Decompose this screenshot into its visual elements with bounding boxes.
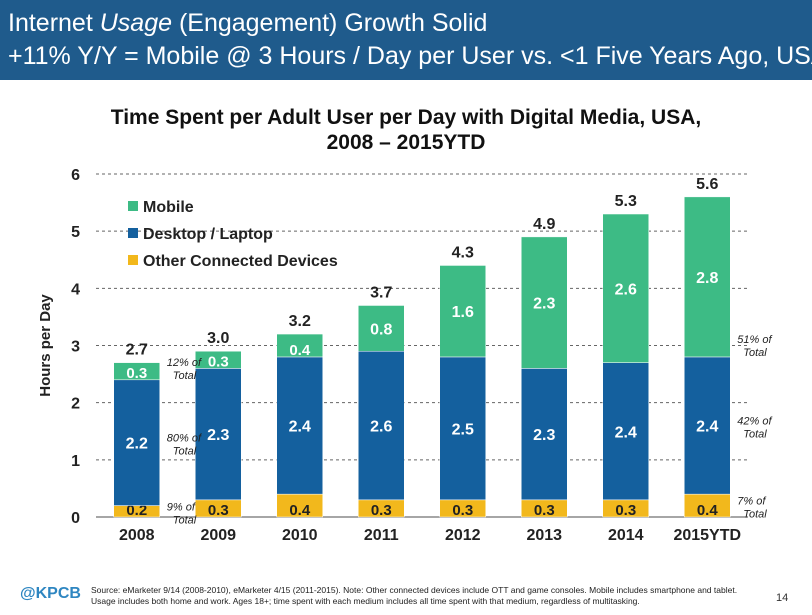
y-tick-label: 0: [71, 510, 80, 527]
share-annotation: Total: [743, 347, 767, 359]
bar-desktop-laptop: [358, 350, 405, 501]
share-annotation: 7% of: [737, 496, 766, 508]
bar-mobile: [439, 265, 486, 358]
bar-value-label: 2.4: [615, 424, 637, 441]
bar-total-label: 3.2: [289, 313, 311, 330]
chart-title-line2: 2008 – 2015YTD: [326, 131, 486, 154]
share-annotation: Total: [173, 514, 197, 526]
bar-value-label: 0.3: [371, 502, 392, 519]
bar-desktop-laptop: [684, 356, 731, 495]
header-text-emphasis: Usage: [99, 9, 172, 37]
share-annotation: Total: [173, 370, 197, 382]
bar-value-label: 2.4: [289, 419, 311, 436]
bar-desktop-laptop: [276, 356, 323, 495]
bar-value-label: 0.4: [697, 502, 719, 519]
bar-value-label: 2.3: [207, 427, 229, 444]
share-annotation: Total: [743, 429, 767, 441]
share-annotation: 9% of: [167, 501, 196, 513]
bar-mobile: [195, 350, 242, 369]
bar-desktop-laptop: [602, 362, 649, 501]
bar-total-label: 4.9: [533, 216, 555, 233]
y-tick-label: 4: [71, 281, 80, 298]
bar-value-label: 0.3: [534, 502, 555, 519]
share-annotation: 42% of: [737, 416, 772, 428]
x-tick-label: 2009: [200, 527, 236, 544]
legend-label: Other Connected Devices: [143, 253, 338, 270]
bar-total-label: 3.0: [207, 330, 229, 347]
bar-total-label: 2.7: [126, 342, 148, 359]
chart-title-line1: Time Spent per Adult User per Day with D…: [110, 106, 702, 129]
bar-desktop-laptop: [439, 356, 486, 501]
share-annotation: 80% of: [167, 433, 202, 445]
y-tick-label: 3: [71, 339, 80, 356]
header-title-line2: +11% Y/Y = Mobile @ 3 Hours / Day per Us…: [8, 42, 812, 70]
bar-value-label: 2.4: [696, 419, 718, 436]
share-annotation: Total: [743, 509, 767, 521]
header-title-line1: Internet Usage (Engagement) Growth Solid: [8, 8, 487, 38]
share-annotation: 12% of: [167, 357, 202, 369]
legend-swatch: [128, 228, 138, 238]
bar-value-label: 0.4: [289, 502, 311, 519]
bar-value-label: 0.3: [615, 502, 636, 519]
x-tick-label: 2011: [364, 527, 399, 544]
x-tick-label: 2012: [445, 527, 481, 544]
bar-desktop-laptop: [521, 368, 568, 501]
bar-value-label: 0.3: [452, 502, 473, 519]
slide-header: Internet Usage (Engagement) Growth Solid…: [0, 0, 812, 80]
legend-swatch: [128, 201, 138, 211]
bar-mobile: [602, 213, 649, 363]
bar-mobile: [684, 196, 731, 358]
legend-label: Desktop / Laptop: [143, 226, 273, 243]
bar-desktop-laptop: [195, 368, 242, 501]
header-text-post: (Engagement) Growth Solid: [172, 9, 488, 37]
bar-value-label: 2.6: [615, 281, 637, 298]
bar-value-label: 0.2: [126, 502, 147, 519]
legend-label: Mobile: [143, 199, 194, 216]
legend-swatch: [128, 255, 138, 265]
bar-value-label: 2.3: [533, 296, 555, 313]
page-number: 14: [776, 592, 789, 604]
bar-value-label: 0.3: [208, 502, 229, 519]
bar-value-label: 2.3: [533, 427, 555, 444]
share-annotation: Total: [173, 446, 197, 458]
bar-mobile: [521, 236, 568, 369]
bar-value-label: 0.3: [208, 353, 229, 370]
y-axis-label: Hours per Day: [37, 294, 54, 397]
y-tick-label: 6: [71, 167, 80, 184]
bar-value-label: 2.6: [370, 419, 392, 436]
bar-total-label: 5.3: [615, 193, 637, 210]
bar-mobile: [358, 305, 405, 352]
x-tick-label: 2015YTD: [673, 527, 741, 544]
bar-value-label: 2.2: [126, 436, 148, 453]
x-tick-label: 2013: [526, 527, 562, 544]
y-tick-label: 1: [71, 453, 80, 470]
bar-value-label: 1.6: [452, 304, 474, 321]
bar-value-label: 2.8: [696, 270, 718, 287]
source-note: Source: eMarketer 9/14 (2008-2010), eMar…: [91, 585, 738, 606]
x-tick-label: 2008: [119, 527, 155, 544]
bar-value-label: 0.3: [126, 365, 147, 382]
bar-mobile: [276, 333, 323, 358]
bar-value-label: 0.8: [370, 321, 392, 338]
bar-total-label: 4.3: [452, 244, 474, 261]
bar-total-label: 5.6: [696, 176, 718, 193]
y-tick-label: 2: [71, 396, 80, 413]
bar-total-label: 3.7: [370, 284, 392, 301]
y-tick-label: 5: [71, 224, 80, 241]
kpcb-logo: @KPCB: [20, 585, 81, 602]
header-text-pre: Internet: [8, 9, 100, 37]
share-annotation: 51% of: [737, 334, 772, 346]
bar-value-label: 0.4: [289, 342, 311, 359]
x-tick-label: 2014: [608, 527, 644, 544]
x-tick-label: 2010: [282, 527, 318, 544]
bar-mobile: [113, 362, 160, 381]
bar-value-label: 2.5: [452, 421, 474, 438]
